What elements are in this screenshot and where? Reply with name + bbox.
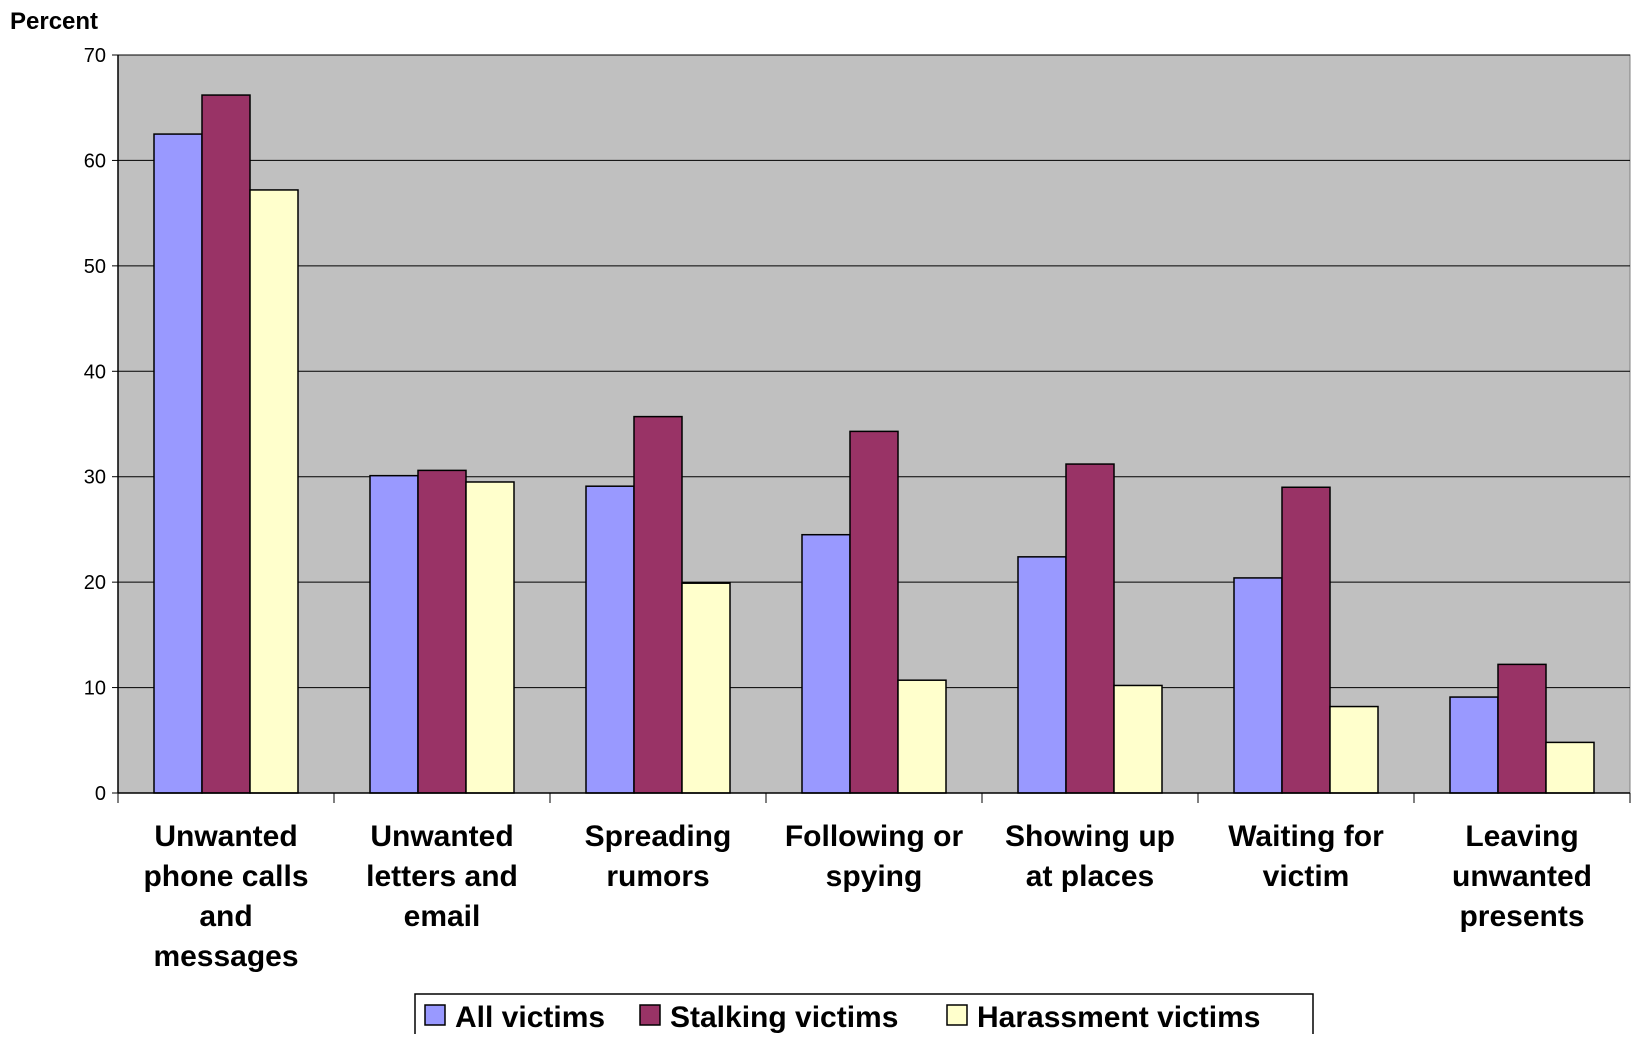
legend-swatch — [424, 1004, 446, 1026]
x-category-label: Leaving unwanted presents — [1452, 820, 1592, 933]
x-category-label-line: presents — [1459, 900, 1584, 933]
bar — [465, 481, 515, 794]
x-category-label-line: Unwanted — [154, 820, 297, 853]
bar — [1113, 684, 1163, 794]
x-category-label-line: Following or — [785, 820, 964, 853]
x-category-label-line: at places — [1026, 860, 1154, 893]
x-category-label: Waiting for victim — [1228, 820, 1384, 893]
x-category-label-line: letters and — [366, 860, 518, 893]
x-category-label-line: messages — [153, 940, 298, 973]
x-category-label: Spreading rumors — [585, 820, 732, 893]
x-category-label-line: Spreading — [585, 820, 732, 853]
x-category-label-line: Leaving — [1465, 820, 1578, 853]
y-axis-title: Percent — [10, 8, 98, 35]
bar — [201, 94, 251, 794]
bars — [153, 94, 1595, 794]
x-category-label: Unwanted letters and email — [366, 820, 518, 933]
y-tick-label: 10 — [84, 678, 106, 700]
bar — [1545, 741, 1595, 794]
y-tick-label: 50 — [84, 256, 106, 278]
legend-label: All victims — [455, 1001, 605, 1034]
x-category-label-line: spying — [826, 860, 923, 893]
bar — [1281, 486, 1331, 794]
y-tick-label: 0 — [95, 783, 106, 805]
legend-box — [414, 993, 1314, 1039]
x-category-label-line: victim — [1263, 860, 1350, 893]
x-category-label: Showing up at places — [1005, 820, 1175, 893]
legend-label: Harassment victims — [977, 1001, 1260, 1034]
x-category-label-line: Waiting for — [1228, 820, 1384, 853]
x-category-label: Following or spying — [785, 820, 964, 893]
y-tick-label: 70 — [84, 45, 106, 67]
x-category-label-line: email — [404, 900, 481, 933]
legend-swatch — [639, 1004, 661, 1026]
legend-swatch — [946, 1004, 968, 1026]
bar — [681, 582, 731, 794]
x-category-label-line: phone calls — [143, 860, 308, 893]
bar — [1449, 696, 1499, 794]
bar — [1497, 663, 1547, 794]
x-category-label-line: rumors — [606, 860, 709, 893]
x-category-label: Unwanted phone calls and messages — [143, 820, 308, 973]
x-category-label-line: unwanted — [1452, 860, 1592, 893]
y-tick-label: 20 — [84, 572, 106, 594]
bar — [417, 469, 467, 794]
bar — [633, 415, 683, 794]
bar — [897, 679, 947, 794]
bar — [1329, 705, 1379, 794]
x-category-label-line: Showing up — [1005, 820, 1175, 853]
y-tick-label: 60 — [84, 150, 106, 172]
bar — [585, 485, 635, 794]
bar — [849, 430, 899, 794]
y-tick-label: 30 — [84, 467, 106, 489]
axes: 0 10 20 30 40 50 60 70 Unwanted phone calls and mes… — [84, 45, 1631, 973]
x-category-label-line: Unwanted — [370, 820, 513, 853]
x-category-label-line: and — [199, 900, 252, 933]
bar — [1017, 556, 1067, 794]
legend-label: Stalking victims — [670, 1001, 898, 1034]
bar — [369, 474, 419, 794]
y-tick-label: 40 — [84, 361, 106, 383]
bar — [1065, 463, 1115, 794]
bar — [1233, 577, 1283, 794]
bar — [249, 189, 299, 794]
legend: All victims Stalking victims Harassment vi… — [414, 993, 1314, 1039]
bar — [153, 133, 203, 794]
bar — [801, 533, 851, 794]
